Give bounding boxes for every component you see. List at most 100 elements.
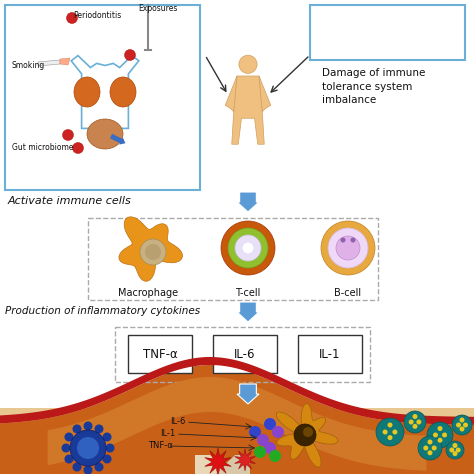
Polygon shape — [237, 384, 259, 404]
Text: Macrophage: Macrophage — [118, 288, 178, 298]
Text: Smoking: Smoking — [12, 61, 45, 70]
Text: IL-1: IL-1 — [160, 429, 175, 438]
Circle shape — [453, 451, 457, 456]
Circle shape — [94, 424, 103, 433]
Circle shape — [221, 221, 275, 275]
Circle shape — [73, 424, 82, 433]
Circle shape — [427, 422, 453, 448]
Text: Production of inflammatory cytokines: Production of inflammatory cytokines — [5, 306, 200, 316]
Polygon shape — [0, 357, 474, 425]
Circle shape — [235, 235, 261, 261]
Polygon shape — [237, 192, 259, 212]
Circle shape — [433, 432, 438, 438]
Text: Damage of immune
tolerance system
imbalance: Damage of immune tolerance system imbala… — [322, 68, 425, 105]
Polygon shape — [237, 302, 259, 322]
Circle shape — [145, 244, 161, 260]
Circle shape — [303, 427, 313, 437]
Circle shape — [64, 455, 73, 464]
Text: IL-1: IL-1 — [319, 347, 341, 361]
Ellipse shape — [87, 119, 123, 149]
Circle shape — [456, 447, 461, 453]
Circle shape — [62, 444, 71, 453]
Text: T-cell: T-cell — [235, 288, 261, 298]
FancyArrow shape — [110, 134, 126, 145]
Bar — [310, 5, 465, 60]
Polygon shape — [195, 455, 230, 474]
Polygon shape — [0, 408, 474, 474]
Circle shape — [376, 418, 404, 446]
Polygon shape — [60, 58, 70, 65]
Text: IL-6: IL-6 — [170, 418, 185, 427]
Polygon shape — [232, 76, 264, 144]
Polygon shape — [0, 365, 474, 474]
Circle shape — [77, 437, 99, 459]
Circle shape — [446, 441, 464, 459]
Circle shape — [409, 419, 414, 425]
Polygon shape — [235, 449, 255, 471]
Bar — [298, 335, 362, 373]
Circle shape — [404, 411, 426, 433]
Circle shape — [453, 443, 457, 448]
Circle shape — [125, 49, 136, 61]
Circle shape — [432, 446, 437, 450]
Circle shape — [254, 446, 266, 458]
Circle shape — [73, 463, 82, 472]
Circle shape — [63, 129, 73, 140]
Text: TNF-α: TNF-α — [148, 441, 173, 450]
Circle shape — [438, 426, 443, 431]
Polygon shape — [215, 455, 250, 474]
Circle shape — [416, 419, 421, 425]
Circle shape — [269, 450, 281, 462]
Circle shape — [452, 415, 472, 435]
Circle shape — [70, 430, 106, 466]
Polygon shape — [259, 76, 271, 112]
Text: TNF-α: TNF-α — [143, 347, 177, 361]
Circle shape — [438, 438, 443, 443]
Circle shape — [66, 12, 78, 24]
Circle shape — [336, 236, 360, 260]
Circle shape — [350, 237, 356, 243]
Circle shape — [94, 463, 103, 472]
Circle shape — [102, 432, 111, 441]
Circle shape — [412, 414, 418, 419]
Circle shape — [456, 422, 461, 428]
Bar — [5, 5, 200, 190]
Circle shape — [388, 435, 392, 440]
Text: IL-6: IL-6 — [234, 347, 256, 361]
Circle shape — [242, 242, 254, 254]
Ellipse shape — [74, 77, 100, 107]
Circle shape — [328, 228, 368, 268]
Bar — [88, 218, 378, 300]
Circle shape — [418, 436, 442, 460]
Bar — [128, 335, 192, 373]
Circle shape — [383, 429, 388, 435]
Text: Periodontitis: Periodontitis — [73, 10, 121, 19]
Circle shape — [449, 447, 455, 453]
Circle shape — [83, 465, 92, 474]
Ellipse shape — [110, 77, 136, 107]
Circle shape — [264, 442, 276, 454]
Circle shape — [140, 239, 166, 265]
Circle shape — [106, 444, 115, 453]
Circle shape — [428, 439, 432, 445]
Circle shape — [272, 426, 284, 438]
Circle shape — [459, 418, 465, 422]
Circle shape — [83, 421, 92, 430]
Circle shape — [294, 424, 316, 446]
Circle shape — [423, 446, 428, 450]
Polygon shape — [119, 217, 182, 281]
Text: B-cell: B-cell — [335, 288, 362, 298]
Circle shape — [463, 422, 468, 428]
Circle shape — [459, 427, 465, 431]
Circle shape — [264, 418, 276, 430]
Circle shape — [442, 432, 447, 438]
Circle shape — [228, 228, 268, 268]
Bar — [115, 327, 370, 382]
Circle shape — [388, 422, 392, 428]
Bar — [213, 335, 277, 373]
Circle shape — [257, 434, 269, 446]
Polygon shape — [225, 76, 237, 112]
Text: Gut microbiome: Gut microbiome — [12, 144, 73, 153]
Circle shape — [321, 221, 375, 275]
Circle shape — [428, 450, 432, 456]
